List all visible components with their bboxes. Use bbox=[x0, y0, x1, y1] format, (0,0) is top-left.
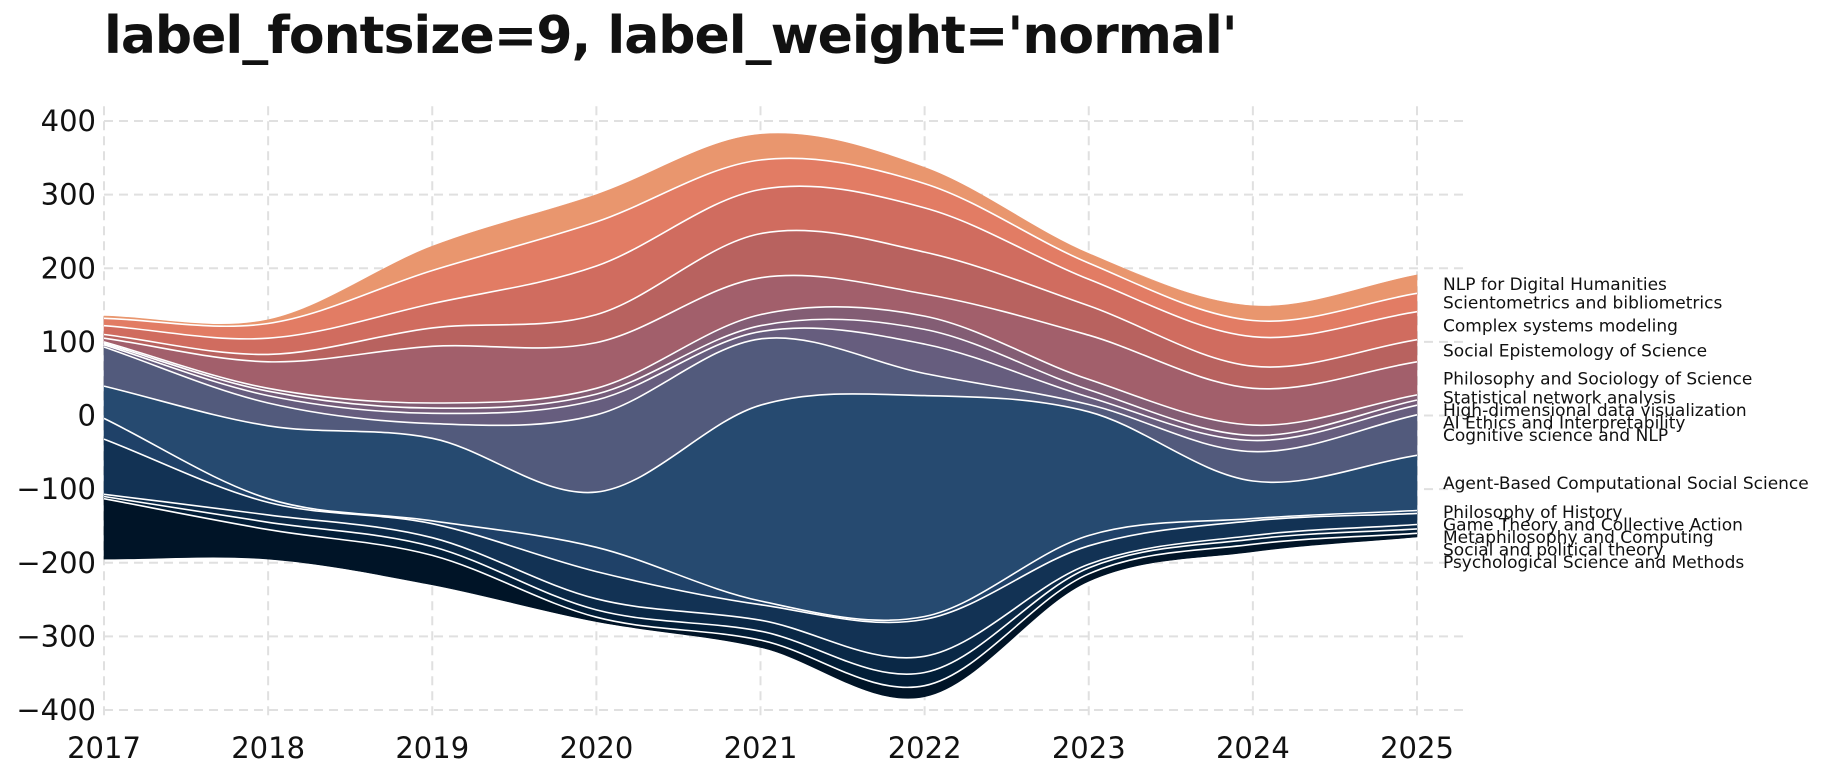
series-label: Philosophy of History bbox=[1443, 503, 1622, 523]
series-label: High-dimensional data visualization bbox=[1443, 401, 1747, 421]
layer-separator-line bbox=[103, 318, 1418, 437]
series-label: Social Epistemology of Science bbox=[1443, 342, 1707, 362]
series-label: Game Theory and Collective Action bbox=[1443, 515, 1743, 535]
axis-tick-labels: 2017 2018 2019 2020 2021 2022 2023 2024 2025 400 3… bbox=[16, 104, 1454, 765]
series-label: AI Ethics and Interpretability bbox=[1443, 413, 1685, 433]
x-tick-label: 2022 bbox=[888, 731, 962, 765]
layer-separator-line bbox=[103, 157, 1418, 328]
series-label: Complex systems modeling bbox=[1443, 317, 1678, 337]
layer-separator-line bbox=[103, 495, 1418, 675]
x-tick-label: 2023 bbox=[1052, 731, 1126, 765]
y-tick-label: 400 bbox=[41, 104, 96, 138]
x-tick-label: 2021 bbox=[724, 731, 798, 765]
series-label: Statistical network analysis bbox=[1443, 388, 1676, 408]
layer-separators bbox=[103, 157, 1418, 689]
x-tick-label: 2020 bbox=[559, 731, 633, 765]
series-labels: NLP for Digital HumanitiesScientometrics… bbox=[1443, 275, 1809, 573]
layer-separator-line bbox=[103, 497, 1418, 689]
series-label: NLP for Digital Humanities bbox=[1443, 275, 1667, 295]
series-label: Agent-Based Computational Social Science bbox=[1443, 474, 1809, 494]
x-tick-label: 2018 bbox=[231, 731, 305, 765]
layer-separator-line bbox=[103, 327, 1418, 442]
y-tick-label: −300 bbox=[16, 619, 96, 653]
y-tick-label: −200 bbox=[16, 546, 96, 580]
y-tick-label: 100 bbox=[41, 325, 96, 359]
layer-separator-line bbox=[103, 438, 1418, 624]
stream-layers bbox=[103, 133, 1418, 699]
chart-title: label_fontsize=9, label_weight='normal' bbox=[104, 6, 1238, 66]
series-label: Social and political theory bbox=[1443, 540, 1663, 560]
series-label: Cognitive science and NLP bbox=[1443, 426, 1668, 446]
layer-separator-line bbox=[103, 185, 1418, 340]
x-tick-label: 2024 bbox=[1216, 731, 1290, 765]
series-label: Metaphilosophy and Computing bbox=[1443, 528, 1714, 548]
layer-separator-line bbox=[103, 385, 1418, 494]
x-tick-label: 2017 bbox=[67, 731, 141, 765]
series-label: Philosophy and Sociology of Science bbox=[1443, 369, 1752, 389]
layer-separator-line bbox=[103, 229, 1418, 368]
layer-separator-line bbox=[103, 417, 1418, 622]
y-tick-label: 0 bbox=[78, 399, 96, 433]
x-tick-label: 2019 bbox=[395, 731, 469, 765]
layer-separator-line bbox=[103, 274, 1418, 390]
y-tick-label: 300 bbox=[41, 178, 96, 212]
series-label: Scientometrics and bibliometrics bbox=[1443, 293, 1722, 313]
y-tick-label: −100 bbox=[16, 472, 96, 506]
y-tick-label: 200 bbox=[41, 251, 96, 285]
x-tick-label: 2025 bbox=[1380, 731, 1454, 765]
y-tick-label: −400 bbox=[16, 693, 96, 727]
layer-separator-line bbox=[103, 305, 1418, 427]
layer-separator-line bbox=[103, 337, 1418, 453]
layer-separator-line bbox=[103, 493, 1418, 659]
series-label: Psychological Science and Methods bbox=[1443, 553, 1744, 573]
